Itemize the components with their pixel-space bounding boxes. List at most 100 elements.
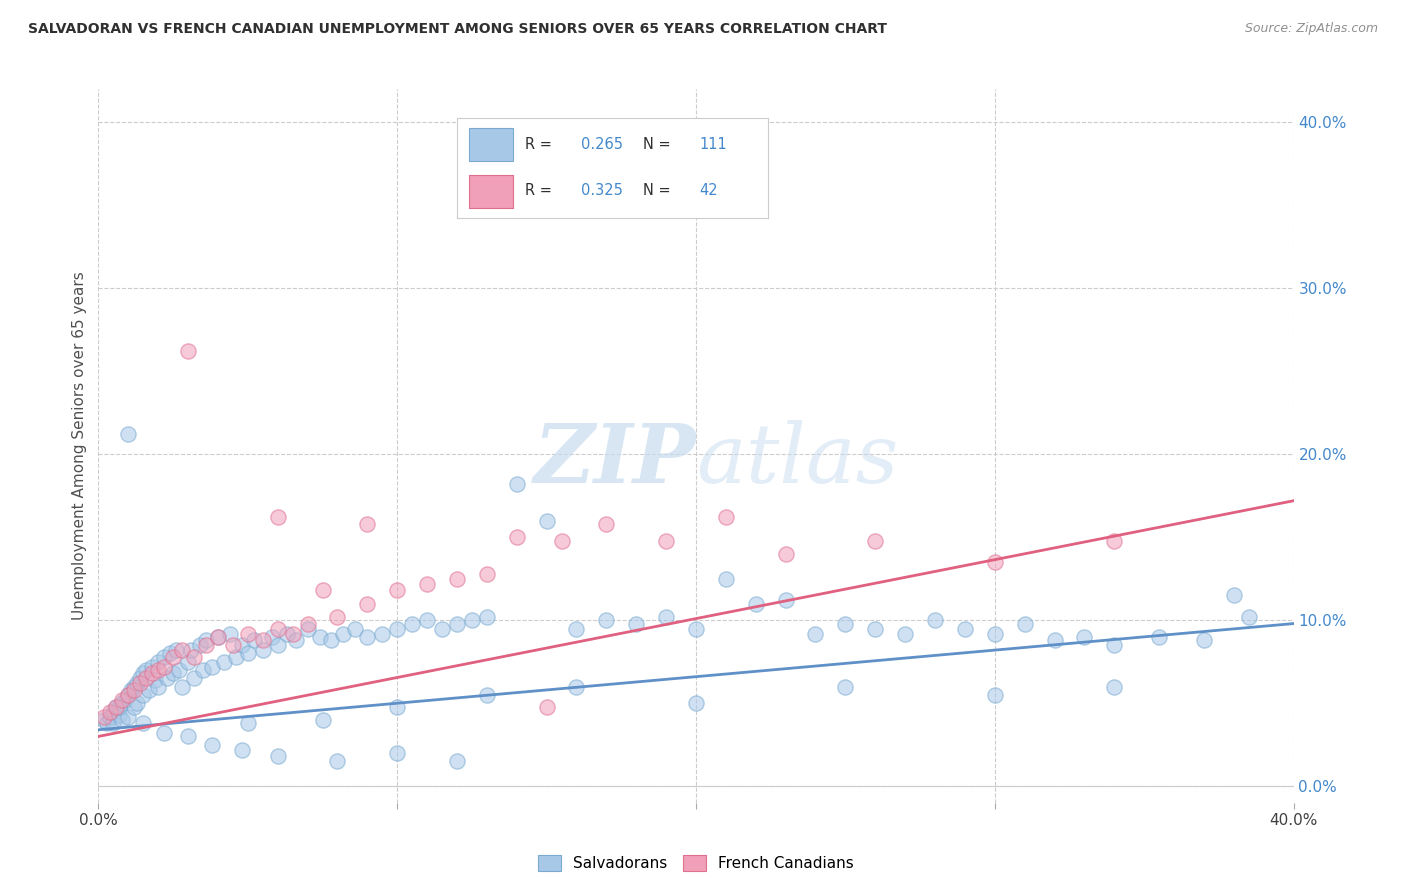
Point (506, 530, 529, 544)
Point (267, 638, 290, 652)
Point (177, 730, 200, 744)
Point (132, 688, 155, 702)
Point (124, 699, 146, 714)
Point (984, 688, 1007, 702)
Point (148, 663, 170, 677)
Point (231, 638, 253, 652)
Point (475, 610, 498, 624)
Text: Source: ZipAtlas.com: Source: ZipAtlas.com (1244, 22, 1378, 36)
Point (267, 622, 290, 636)
Point (231, 742, 253, 756)
Point (132, 716, 155, 731)
Point (446, 616, 468, 631)
Point (212, 655, 235, 669)
Point (117, 709, 139, 723)
Point (834, 616, 856, 631)
Point (252, 643, 274, 657)
Point (127, 696, 149, 710)
Point (321, 633, 343, 648)
Point (114, 693, 136, 707)
Point (475, 688, 498, 702)
Point (138, 682, 160, 697)
Legend: Salvadorans, French Canadians: Salvadorans, French Canadians (531, 849, 860, 877)
Point (100, 705, 122, 719)
Point (177, 344, 200, 359)
Point (141, 659, 163, 673)
Point (1104, 533, 1126, 548)
Point (595, 613, 617, 627)
Point (117, 427, 139, 442)
Point (225, 649, 247, 664)
Point (356, 597, 378, 611)
Point (284, 633, 307, 648)
Point (153, 726, 176, 740)
Point (775, 547, 797, 561)
Point (117, 688, 139, 702)
Point (153, 649, 176, 664)
Point (536, 699, 558, 714)
Point (120, 682, 142, 697)
Point (153, 659, 176, 673)
Point (1043, 633, 1066, 648)
Point (162, 649, 184, 664)
Point (219, 626, 242, 640)
Point (626, 616, 648, 631)
Point (430, 622, 453, 636)
Point (191, 663, 214, 677)
Point (111, 696, 134, 710)
Point (834, 680, 856, 694)
Point (148, 655, 170, 669)
Point (103, 705, 125, 719)
Point (984, 555, 1007, 569)
Point (655, 533, 678, 548)
Point (385, 583, 409, 598)
Point (111, 713, 134, 727)
Point (177, 655, 200, 669)
Point (536, 514, 558, 528)
Point (894, 626, 917, 640)
Point (446, 572, 468, 586)
Point (326, 610, 349, 624)
Point (1014, 616, 1036, 631)
Point (108, 699, 131, 714)
Point (308, 630, 330, 644)
Point (129, 676, 152, 690)
Point (385, 746, 409, 760)
Point (475, 566, 498, 581)
Text: atlas: atlas (696, 420, 898, 500)
Point (124, 680, 146, 694)
Point (401, 616, 423, 631)
Point (207, 630, 229, 644)
Point (385, 622, 409, 636)
Point (446, 754, 468, 768)
Point (1147, 630, 1170, 644)
Point (156, 671, 179, 685)
Point (1223, 588, 1246, 602)
Point (984, 626, 1007, 640)
Point (236, 626, 259, 640)
Point (714, 510, 737, 524)
Point (267, 749, 290, 764)
Point (804, 626, 827, 640)
Point (207, 630, 229, 644)
Text: SALVADORAN VS FRENCH CANADIAN UNEMPLOYMENT AMONG SENIORS OVER 65 YEARS CORRELATI: SALVADORAN VS FRENCH CANADIAN UNEMPLOYME… (28, 22, 887, 37)
Point (865, 533, 887, 548)
Point (93, 713, 115, 727)
Point (550, 533, 572, 548)
Point (311, 713, 333, 727)
Point (326, 754, 349, 768)
Point (135, 663, 157, 677)
Point (416, 576, 439, 591)
Point (148, 680, 170, 694)
Point (201, 659, 224, 673)
Point (1237, 610, 1260, 624)
Point (195, 638, 218, 652)
Point (311, 583, 333, 598)
Point (655, 610, 678, 624)
Point (172, 643, 194, 657)
Point (132, 666, 155, 681)
Point (117, 688, 139, 702)
Point (595, 516, 617, 531)
Point (267, 510, 290, 524)
Point (159, 647, 181, 661)
